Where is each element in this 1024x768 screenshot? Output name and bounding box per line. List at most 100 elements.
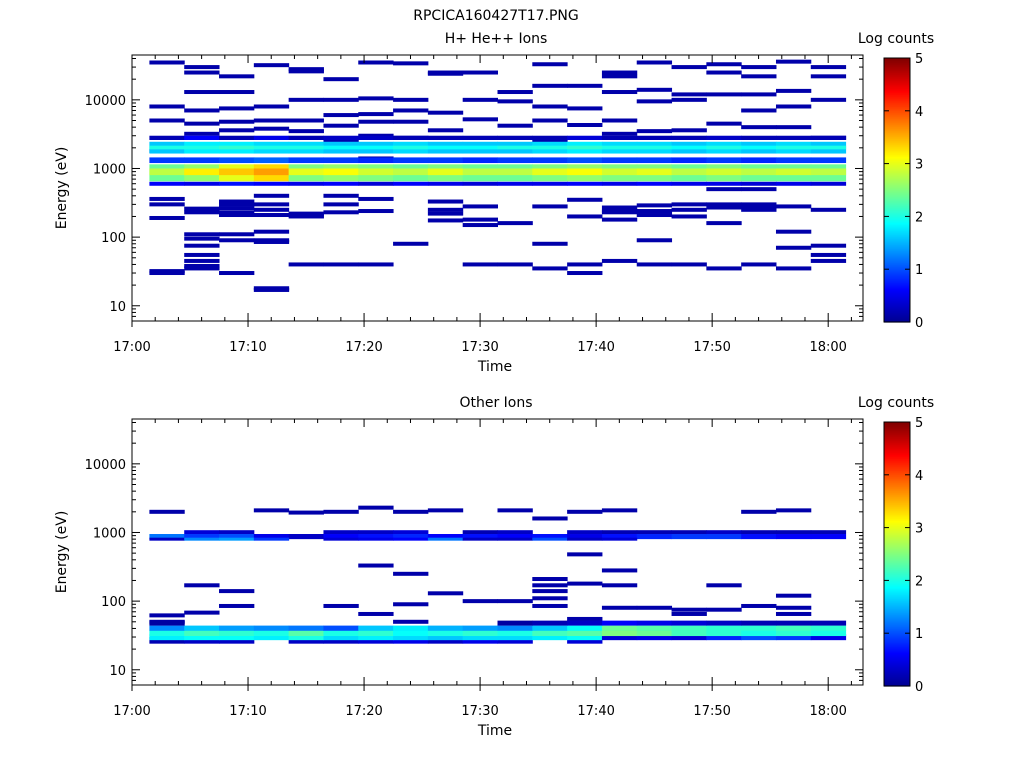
- colorbar-swatch: [884, 574, 910, 577]
- heatmap-cell: [393, 241, 429, 246]
- heatmap-cell: [567, 106, 603, 111]
- heatmap-cell: [567, 620, 603, 626]
- heatmap-cell: [601, 70, 638, 75]
- heatmap-cell: [601, 168, 638, 176]
- colorbar-swatch: [884, 166, 910, 169]
- colorbar-swatch: [884, 100, 910, 103]
- heatmap-cell: [532, 603, 568, 608]
- y-axis-label: Energy (eV): [54, 147, 70, 230]
- heatmap-cell: [323, 210, 359, 215]
- heatmap-cell: [288, 637, 324, 644]
- heatmap-cell: [636, 168, 673, 176]
- heatmap-cell: [288, 181, 324, 186]
- heatmap-cell: [497, 99, 533, 104]
- colorbar-swatch: [884, 192, 910, 195]
- x-tick-label: 17:40: [577, 340, 614, 355]
- colorbar: 0 1 2 3 4 5: [883, 52, 923, 331]
- colorbar-swatch: [884, 470, 910, 473]
- heatmap-cell: [671, 629, 707, 637]
- colorbar-swatch: [884, 462, 910, 465]
- colorbar-swatch: [884, 456, 910, 459]
- heatmap-cell: [636, 203, 673, 208]
- heatmap-cell: [288, 262, 324, 267]
- colorbar-swatch: [884, 480, 910, 483]
- colorbar-swatch: [884, 484, 910, 487]
- colorbar-swatch: [884, 156, 910, 159]
- heatmap-cell: [741, 262, 777, 267]
- heatmap-cell: [601, 157, 638, 164]
- heatmap-cell: [706, 92, 742, 97]
- heatmap-cell: [636, 238, 673, 243]
- heatmap-cell: [567, 534, 603, 540]
- colorbar-swatch: [884, 518, 910, 521]
- colorbar-swatch: [884, 288, 910, 291]
- heatmap-cell: [706, 168, 742, 176]
- heatmap-cell: [601, 605, 638, 610]
- heatmap-cell: [567, 262, 603, 267]
- heatmap-cell: [427, 625, 464, 631]
- colorbar-swatch: [884, 136, 910, 139]
- y-tick-label: 1000: [93, 526, 126, 541]
- heatmap-cell: [810, 157, 847, 164]
- heatmap-cell: [358, 196, 394, 201]
- heatmap-cell: [775, 229, 812, 234]
- colorbar-tick-label: 0: [915, 680, 923, 695]
- colorbar-swatch: [884, 426, 910, 429]
- heatmap-cell: [149, 118, 185, 123]
- colorbar-swatch: [884, 312, 910, 315]
- heatmap-cell: [427, 537, 464, 541]
- colorbar-swatch: [884, 290, 910, 293]
- heatmap-cell: [323, 534, 359, 540]
- heatmap-cell: [219, 74, 255, 79]
- heatmap-cell: [184, 181, 220, 186]
- colorbar-swatch: [884, 570, 910, 573]
- colorbar-swatch: [884, 446, 910, 449]
- colorbar-swatch: [884, 94, 910, 97]
- heatmap-cell: [393, 634, 429, 641]
- heatmap-cell: [288, 69, 324, 74]
- heatmap-cell: [636, 530, 673, 535]
- heatmap-cell: [567, 637, 603, 644]
- heatmap-cell: [741, 530, 777, 535]
- heatmap-cell: [288, 145, 324, 150]
- colorbar-tick-label: 1: [915, 627, 923, 642]
- colorbar-swatch: [884, 438, 910, 441]
- heatmap-cell: [393, 629, 429, 637]
- colorbar-swatch: [884, 176, 910, 179]
- heatmap-cell: [567, 616, 603, 621]
- colorbar-swatch: [884, 656, 910, 659]
- heatmap-cell: [184, 206, 220, 211]
- heatmap-cell: [358, 637, 394, 644]
- colorbar-swatch: [884, 170, 910, 173]
- heatmap-cell: [253, 181, 290, 186]
- heatmap-cell: [253, 193, 290, 198]
- heatmap-cell: [636, 262, 673, 267]
- colorbar-swatch: [884, 88, 910, 91]
- colorbar-swatch: [884, 658, 910, 661]
- heatmap-cell: [358, 530, 394, 535]
- colorbar-tick-label: 1: [915, 263, 923, 278]
- heatmap-cell: [775, 88, 812, 93]
- heatmap-cell: [253, 229, 290, 234]
- colorbar-swatch: [884, 306, 910, 309]
- heatmap-cell: [288, 510, 324, 515]
- heatmap-cell: [741, 509, 777, 514]
- heatmap-cell: [219, 530, 255, 535]
- colorbar-swatch: [884, 158, 910, 161]
- colorbar-swatch: [884, 178, 910, 181]
- colorbar-swatch: [884, 126, 910, 129]
- colorbar-swatch: [884, 486, 910, 489]
- colorbar-tick-label: 2: [915, 210, 923, 225]
- heatmap-cell: [184, 266, 220, 271]
- colorbar-swatch: [884, 476, 910, 479]
- colorbar-swatch: [884, 82, 910, 85]
- heatmap-cell: [601, 181, 638, 186]
- colorbar-swatch: [884, 120, 910, 123]
- heatmap-cell: [184, 534, 220, 540]
- heatmap-cell: [671, 620, 707, 626]
- heatmap-cell: [775, 157, 812, 164]
- heatmap-cell: [184, 583, 220, 588]
- heatmap-cell: [671, 625, 707, 631]
- heatmap-cell: [601, 90, 638, 95]
- heatmap-cell: [671, 634, 707, 641]
